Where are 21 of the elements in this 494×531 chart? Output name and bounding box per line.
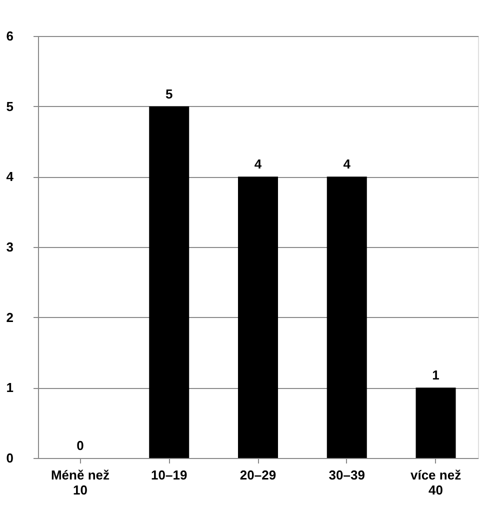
y-tick-label: 0 — [6, 450, 14, 466]
bar — [149, 106, 190, 458]
bar — [238, 176, 278, 458]
x-tick-label: více než 40 — [410, 468, 462, 498]
y-tick-label: 6 — [6, 28, 14, 44]
x-tick-label: Méně než 10 — [50, 468, 110, 498]
x-tick-label: 10–19 — [151, 468, 188, 482]
x-tick-label: 30–39 — [328, 468, 365, 482]
y-tick-label: 2 — [6, 310, 14, 325]
y-tick-label: 4 — [6, 169, 14, 184]
data-label: 4 — [343, 156, 352, 172]
y-tick-label: 1 — [6, 380, 14, 396]
y-tick-label: 5 — [6, 98, 14, 114]
bar — [326, 176, 367, 458]
y-tick-label: 3 — [6, 240, 14, 254]
bar — [416, 388, 456, 458]
data-label: 4 — [254, 156, 262, 172]
data-label: 1 — [432, 368, 440, 383]
x-tick-label: 20–29 — [240, 468, 276, 482]
data-label: 0 — [76, 438, 84, 453]
data-label: 5 — [165, 86, 173, 102]
